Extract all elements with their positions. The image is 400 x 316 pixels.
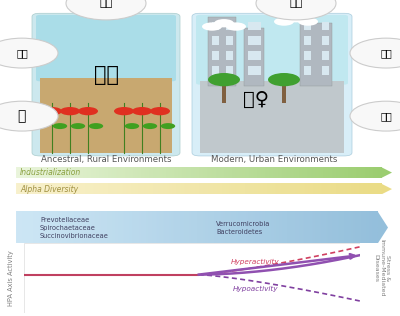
Circle shape — [132, 107, 152, 115]
Circle shape — [114, 107, 134, 115]
Polygon shape — [378, 212, 388, 243]
Circle shape — [0, 101, 58, 131]
Bar — [304, 21, 311, 30]
Polygon shape — [382, 167, 392, 178]
Bar — [248, 66, 255, 75]
Circle shape — [226, 22, 246, 31]
Bar — [222, 83, 226, 103]
Bar — [226, 36, 233, 45]
Bar — [254, 21, 261, 30]
Circle shape — [89, 123, 103, 129]
Text: Prevotellaceae
Spirochaetaceae
Succinovibrionaceae: Prevotellaceae Spirochaetaceae Succinovi… — [40, 216, 109, 239]
Bar — [212, 36, 219, 45]
Circle shape — [53, 123, 67, 129]
Text: 👩‍🌾: 👩‍🌾 — [94, 65, 118, 85]
Bar — [322, 36, 329, 45]
Bar — [248, 36, 255, 45]
Text: 💊🧴: 💊🧴 — [380, 48, 392, 58]
Text: 🥕🍅: 🥕🍅 — [99, 0, 113, 8]
Bar — [254, 36, 261, 45]
Circle shape — [208, 73, 240, 86]
Polygon shape — [382, 184, 392, 194]
Circle shape — [150, 107, 170, 115]
Bar — [208, 17, 236, 86]
Text: Industrialization: Industrialization — [20, 168, 81, 177]
Circle shape — [0, 38, 58, 68]
Text: 💻📱: 💻📱 — [380, 111, 392, 121]
Text: 🚶‍♀️: 🚶‍♀️ — [243, 90, 269, 109]
Bar — [304, 36, 311, 45]
Text: 🐐🐓: 🐐🐓 — [16, 48, 28, 58]
Circle shape — [161, 123, 175, 129]
FancyBboxPatch shape — [32, 13, 180, 156]
Bar — [212, 66, 219, 75]
Circle shape — [78, 107, 98, 115]
Bar — [212, 52, 219, 60]
Bar — [40, 78, 172, 153]
Bar — [248, 21, 255, 30]
Circle shape — [125, 123, 139, 129]
Circle shape — [256, 0, 336, 20]
Bar — [200, 81, 344, 153]
Circle shape — [143, 123, 157, 129]
Text: Ancestral, Rural Environments: Ancestral, Rural Environments — [41, 155, 171, 164]
Bar — [226, 52, 233, 60]
FancyBboxPatch shape — [192, 13, 352, 156]
Circle shape — [350, 38, 400, 68]
Circle shape — [214, 19, 234, 27]
Bar — [304, 52, 311, 60]
Bar — [282, 83, 286, 103]
Circle shape — [71, 123, 85, 129]
Circle shape — [60, 107, 80, 115]
Circle shape — [202, 22, 222, 31]
Text: Alpha Diversity: Alpha Diversity — [20, 185, 78, 194]
Bar — [304, 66, 311, 75]
Bar — [254, 52, 261, 60]
Text: Hypoactivity: Hypoactivity — [233, 286, 278, 292]
Bar — [244, 28, 264, 86]
Bar — [322, 21, 329, 30]
FancyBboxPatch shape — [36, 15, 176, 81]
Circle shape — [286, 14, 306, 22]
Bar — [212, 21, 219, 30]
Circle shape — [42, 107, 62, 115]
Text: Verrucomicrobia
Bacteroidetes: Verrucomicrobia Bacteroidetes — [216, 221, 270, 234]
Bar — [248, 52, 255, 60]
Bar — [254, 66, 261, 75]
Circle shape — [298, 17, 318, 26]
Bar — [226, 21, 233, 30]
Bar — [300, 23, 332, 86]
Text: Stress &
Immune-Mediated
Diseases: Stress & Immune-Mediated Diseases — [374, 239, 390, 296]
FancyBboxPatch shape — [196, 15, 348, 85]
Bar — [322, 66, 329, 75]
Circle shape — [274, 17, 294, 26]
Text: Modern, Urban Environments: Modern, Urban Environments — [211, 155, 337, 164]
Bar — [322, 52, 329, 60]
Bar — [226, 66, 233, 75]
Circle shape — [350, 101, 400, 131]
Text: HPA Axis Activity: HPA Axis Activity — [8, 250, 14, 306]
Text: Hyperactivity: Hyperactivity — [231, 258, 280, 265]
Text: 🏔️: 🏔️ — [18, 109, 26, 123]
Circle shape — [66, 0, 146, 20]
Text: 🍔🍬: 🍔🍬 — [289, 0, 303, 8]
Circle shape — [268, 73, 300, 86]
